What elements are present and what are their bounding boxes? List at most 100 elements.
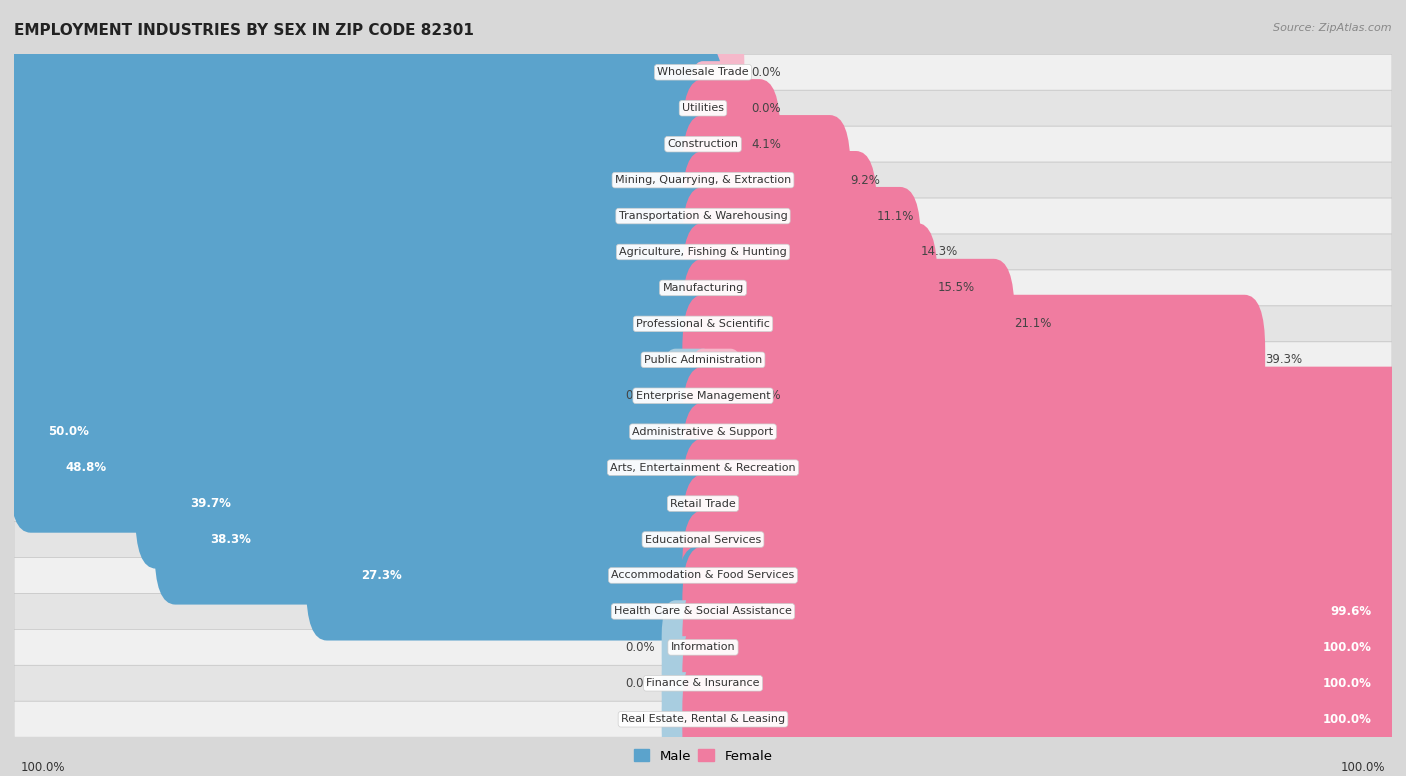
FancyBboxPatch shape <box>689 348 744 443</box>
Text: 11.1%: 11.1% <box>876 210 914 223</box>
Text: 21.1%: 21.1% <box>1014 317 1052 331</box>
Text: 50.0%: 50.0% <box>48 425 90 438</box>
FancyBboxPatch shape <box>682 438 1406 569</box>
FancyBboxPatch shape <box>14 198 1392 234</box>
FancyBboxPatch shape <box>682 187 921 317</box>
FancyBboxPatch shape <box>0 7 724 137</box>
Text: Information: Information <box>671 643 735 653</box>
Text: 0.0%: 0.0% <box>751 66 780 79</box>
FancyBboxPatch shape <box>662 601 717 695</box>
FancyBboxPatch shape <box>14 594 1392 629</box>
FancyBboxPatch shape <box>682 546 1406 677</box>
Text: 14.3%: 14.3% <box>921 245 957 258</box>
FancyBboxPatch shape <box>0 43 724 173</box>
FancyBboxPatch shape <box>682 151 876 281</box>
Text: Health Care & Social Assistance: Health Care & Social Assistance <box>614 606 792 616</box>
Text: 0.0%: 0.0% <box>626 641 655 654</box>
FancyBboxPatch shape <box>14 414 1392 449</box>
Text: 39.3%: 39.3% <box>1265 353 1302 366</box>
Text: Agriculture, Fishing & Hunting: Agriculture, Fishing & Hunting <box>619 247 787 257</box>
Text: Real Estate, Rental & Leasing: Real Estate, Rental & Leasing <box>621 714 785 724</box>
FancyBboxPatch shape <box>14 90 1392 126</box>
FancyBboxPatch shape <box>14 54 1392 90</box>
FancyBboxPatch shape <box>0 151 724 281</box>
Text: 15.5%: 15.5% <box>938 282 974 294</box>
FancyBboxPatch shape <box>14 126 1392 162</box>
FancyBboxPatch shape <box>682 115 851 245</box>
FancyBboxPatch shape <box>682 295 1265 425</box>
FancyBboxPatch shape <box>14 486 1392 521</box>
FancyBboxPatch shape <box>0 115 724 245</box>
Text: 0.0%: 0.0% <box>751 390 780 402</box>
Text: Source: ZipAtlas.com: Source: ZipAtlas.com <box>1274 23 1392 33</box>
Text: 0.4%: 0.4% <box>626 605 655 618</box>
FancyBboxPatch shape <box>155 474 724 605</box>
FancyBboxPatch shape <box>10 403 724 532</box>
FancyBboxPatch shape <box>682 474 1406 605</box>
FancyBboxPatch shape <box>14 234 1392 270</box>
Text: 100.0%: 100.0% <box>1323 712 1371 726</box>
FancyBboxPatch shape <box>676 546 724 677</box>
Text: Arts, Entertainment & Recreation: Arts, Entertainment & Recreation <box>610 462 796 473</box>
Text: EMPLOYMENT INDUSTRIES BY SEX IN ZIP CODE 82301: EMPLOYMENT INDUSTRIES BY SEX IN ZIP CODE… <box>14 23 474 38</box>
FancyBboxPatch shape <box>689 61 744 155</box>
Text: 0.0%: 0.0% <box>626 712 655 726</box>
FancyBboxPatch shape <box>14 521 1392 557</box>
FancyBboxPatch shape <box>682 654 1406 776</box>
FancyBboxPatch shape <box>14 270 1392 306</box>
FancyBboxPatch shape <box>14 702 1392 737</box>
Text: Professional & Scientific: Professional & Scientific <box>636 319 770 329</box>
Text: 4.1%: 4.1% <box>751 137 782 151</box>
Text: Administrative & Support: Administrative & Support <box>633 427 773 437</box>
FancyBboxPatch shape <box>0 259 724 389</box>
Legend: Male, Female: Male, Female <box>628 744 778 768</box>
FancyBboxPatch shape <box>662 672 717 767</box>
FancyBboxPatch shape <box>14 557 1392 594</box>
Text: 48.8%: 48.8% <box>65 461 107 474</box>
FancyBboxPatch shape <box>682 366 1406 497</box>
FancyBboxPatch shape <box>14 629 1392 665</box>
FancyBboxPatch shape <box>0 366 724 497</box>
FancyBboxPatch shape <box>135 438 724 569</box>
Text: 100.0%: 100.0% <box>1323 677 1371 690</box>
Text: 100.0%: 100.0% <box>1340 760 1385 774</box>
Text: 9.2%: 9.2% <box>851 174 880 186</box>
FancyBboxPatch shape <box>0 79 724 210</box>
Text: Mining, Quarrying, & Extraction: Mining, Quarrying, & Extraction <box>614 175 792 185</box>
FancyBboxPatch shape <box>682 259 1014 389</box>
FancyBboxPatch shape <box>14 342 1392 378</box>
FancyBboxPatch shape <box>689 25 744 120</box>
Text: 27.3%: 27.3% <box>361 569 402 582</box>
FancyBboxPatch shape <box>14 449 1392 486</box>
FancyBboxPatch shape <box>14 306 1392 342</box>
Text: 38.3%: 38.3% <box>209 533 250 546</box>
Text: 39.7%: 39.7% <box>190 497 232 510</box>
FancyBboxPatch shape <box>682 618 1406 748</box>
FancyBboxPatch shape <box>14 162 1392 198</box>
FancyBboxPatch shape <box>14 665 1392 702</box>
Text: 0.0%: 0.0% <box>626 677 655 690</box>
Text: 0.0%: 0.0% <box>751 102 780 115</box>
Text: Retail Trade: Retail Trade <box>671 499 735 508</box>
FancyBboxPatch shape <box>0 295 724 425</box>
FancyBboxPatch shape <box>682 223 938 353</box>
Text: Wholesale Trade: Wholesale Trade <box>657 68 749 78</box>
Text: Educational Services: Educational Services <box>645 535 761 545</box>
FancyBboxPatch shape <box>14 378 1392 414</box>
FancyBboxPatch shape <box>682 79 780 210</box>
Text: Finance & Insurance: Finance & Insurance <box>647 678 759 688</box>
Text: Transportation & Warehousing: Transportation & Warehousing <box>619 211 787 221</box>
Text: Public Administration: Public Administration <box>644 355 762 365</box>
Text: Construction: Construction <box>668 139 738 149</box>
FancyBboxPatch shape <box>0 187 724 317</box>
Text: 0.0%: 0.0% <box>626 390 655 402</box>
Text: Manufacturing: Manufacturing <box>662 283 744 293</box>
FancyBboxPatch shape <box>662 636 717 730</box>
Text: Accommodation & Food Services: Accommodation & Food Services <box>612 570 794 580</box>
FancyBboxPatch shape <box>662 348 717 443</box>
Text: Utilities: Utilities <box>682 103 724 113</box>
FancyBboxPatch shape <box>682 582 1406 712</box>
Text: 100.0%: 100.0% <box>21 760 66 774</box>
Text: 100.0%: 100.0% <box>1323 641 1371 654</box>
FancyBboxPatch shape <box>307 511 724 640</box>
